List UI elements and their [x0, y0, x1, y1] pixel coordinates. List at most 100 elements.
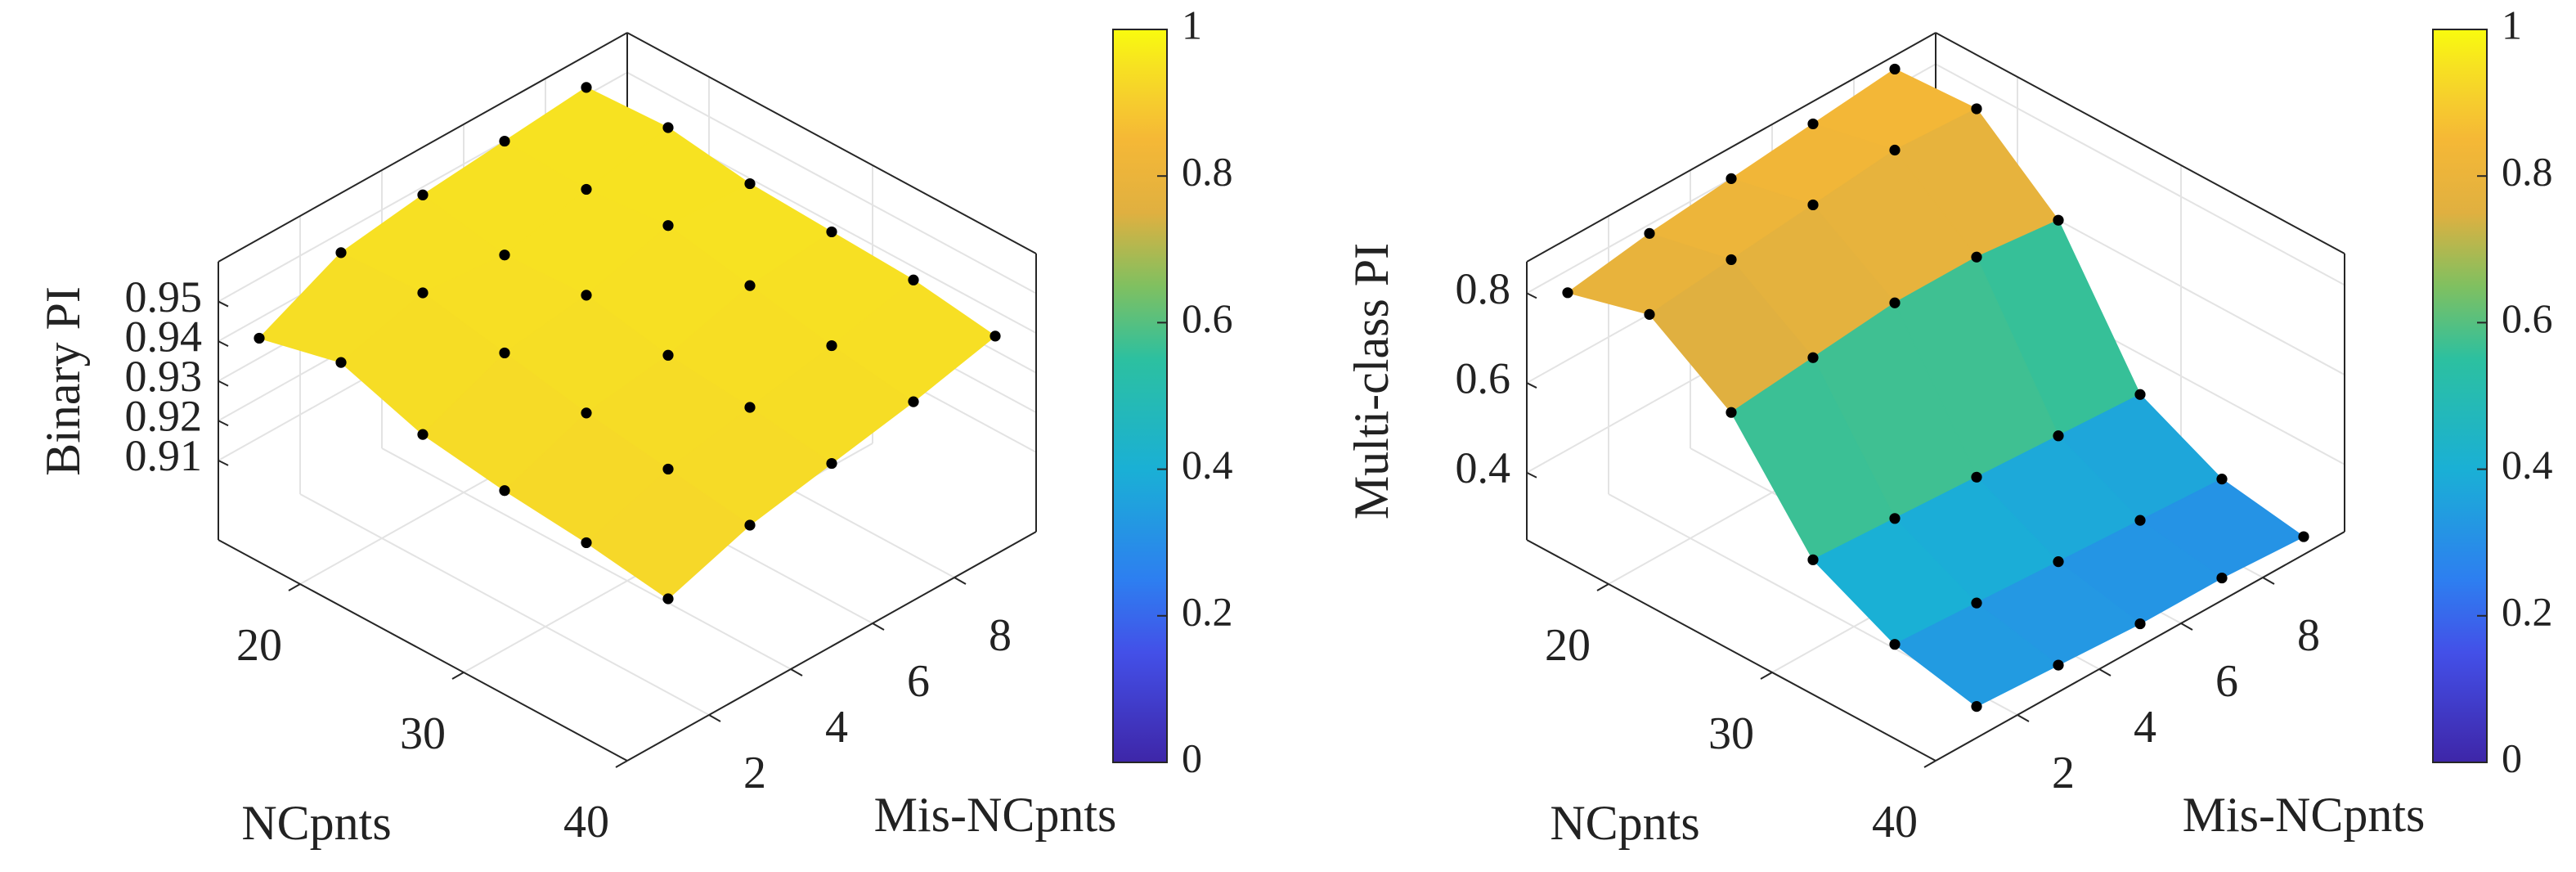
data-point	[1971, 701, 1982, 712]
data-point	[1889, 144, 1901, 156]
data-point	[417, 429, 429, 440]
colorbar-tick-label: 0.4	[2502, 442, 2553, 488]
data-point	[335, 247, 347, 258]
data-point	[1807, 554, 1819, 565]
tick-mark	[218, 380, 229, 387]
data-point	[2298, 531, 2309, 542]
data-point	[499, 249, 510, 261]
data-point	[417, 287, 429, 299]
data-point	[1644, 308, 1655, 320]
tick-mark	[288, 583, 301, 591]
tick-mark	[218, 300, 229, 308]
data-point	[826, 226, 837, 238]
y-tick-label: 6	[907, 656, 930, 707]
z-tick-label: 0.6	[1456, 353, 1511, 402]
data-point	[2053, 659, 2064, 671]
data-point	[826, 339, 837, 352]
axis-box-edge	[626, 32, 1037, 254]
data-point	[417, 189, 429, 200]
x-axis-label: NCpnts	[1550, 796, 1699, 850]
tick-mark	[218, 340, 229, 348]
data-point	[1644, 227, 1655, 239]
y-tick-label: 2	[743, 748, 766, 798]
grid-line	[626, 71, 1037, 294]
data-point	[1971, 471, 1982, 483]
tick-mark	[872, 623, 885, 631]
data-point	[1807, 199, 1819, 211]
data-point	[1726, 173, 1737, 184]
z-tick-label: 0.93	[125, 352, 203, 401]
z-tick-label: 0.4	[1456, 443, 1511, 492]
y-tick-label: 4	[2134, 702, 2156, 753]
data-point	[499, 347, 510, 359]
data-point	[1889, 639, 1901, 650]
x-axis-label: NCpnts	[241, 796, 391, 850]
grid-line	[381, 447, 792, 670]
grid-line	[299, 493, 710, 716]
data-point	[2216, 474, 2228, 485]
colorbar	[1112, 29, 1168, 763]
data-point	[990, 330, 1001, 342]
tick-mark	[1526, 382, 1537, 389]
tick-mark	[2098, 668, 2112, 676]
y-axis-label: Mis-NCpnts	[874, 788, 1117, 842]
colorbar-tick-label: 1	[2502, 2, 2522, 47]
z-tick-label: 0.95	[125, 272, 203, 321]
z-tick-label: 0.92	[125, 392, 203, 441]
x-tick-label: 40	[563, 797, 609, 847]
data-point	[2134, 389, 2146, 400]
data-point	[499, 485, 510, 497]
x-tick-label: 40	[1872, 797, 1918, 847]
data-point	[581, 82, 592, 93]
tick-mark	[2262, 577, 2275, 585]
x-tick-label: 20	[1545, 620, 1591, 671]
data-point	[1889, 297, 1901, 308]
data-point	[581, 183, 592, 196]
z-axis-label: Multi-class PI	[1344, 243, 1398, 519]
data-point	[1807, 118, 1819, 130]
colorbar-tick-label: 0.2	[1182, 588, 1233, 634]
colorbar-tick-label: 0.2	[2502, 588, 2553, 634]
tick-mark	[615, 760, 628, 768]
tick-mark	[954, 577, 967, 585]
data-point	[1971, 597, 1982, 609]
data-point	[1726, 254, 1737, 266]
data-point	[662, 349, 674, 361]
colorbar-tick-label: 0.8	[2502, 149, 2553, 195]
colorbar-tick-label: 0	[2502, 735, 2522, 780]
grid-line	[1935, 63, 2345, 286]
data-point	[908, 396, 919, 407]
colorbar	[2432, 29, 2488, 763]
data-point	[1971, 103, 1982, 115]
x-tick-label: 30	[400, 708, 446, 759]
data-point	[662, 220, 674, 231]
data-point	[662, 122, 674, 133]
colorbar-tick-label: 0.6	[1182, 295, 1233, 341]
data-point	[744, 519, 756, 531]
data-point	[2134, 618, 2146, 630]
axis-box-edge	[218, 32, 628, 263]
data-point	[1889, 513, 1901, 524]
z-axis-label: Binary PI	[36, 286, 90, 476]
data-point	[2053, 214, 2064, 226]
data-point	[744, 178, 756, 190]
data-point	[1726, 407, 1737, 418]
data-point	[908, 274, 919, 285]
tick-mark	[790, 668, 803, 676]
data-point	[254, 332, 265, 344]
tick-mark	[1760, 672, 1773, 680]
colorbar-tick-label: 0	[1182, 735, 1202, 780]
data-point	[581, 290, 592, 301]
tick-mark	[708, 714, 721, 722]
data-point	[2053, 430, 2064, 442]
axis-box-edge	[1526, 539, 1936, 762]
y-tick-label: 6	[2215, 656, 2238, 707]
data-point	[826, 457, 837, 470]
data-point	[1807, 352, 1819, 363]
data-point	[335, 357, 347, 368]
tick-mark	[1526, 471, 1537, 479]
colorbar-tick-label: 0.8	[1182, 149, 1233, 195]
colorbar-tick-label: 1	[1182, 2, 1202, 47]
data-point	[1562, 287, 1573, 299]
